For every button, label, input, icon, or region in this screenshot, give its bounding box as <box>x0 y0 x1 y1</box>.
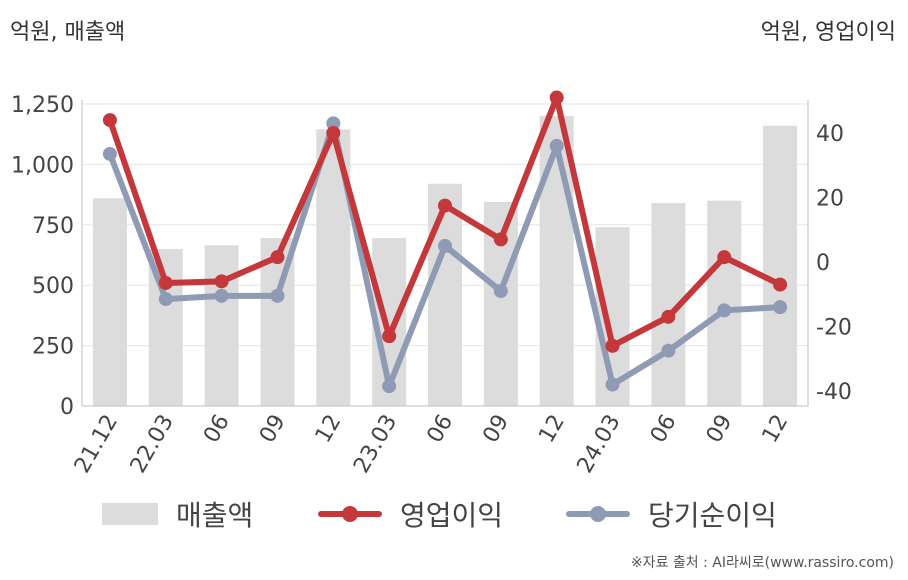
legend-swatch-net <box>566 503 630 525</box>
operating-profit-point <box>661 309 676 324</box>
operating-profit-point <box>717 250 732 265</box>
operating-profit-point <box>270 250 285 265</box>
left-axis-unit: 억원, 매출액 <box>10 20 126 45</box>
operating-profit-point <box>214 274 229 289</box>
x-tick-label: 09 <box>702 411 738 448</box>
legend-swatch-revenue <box>102 503 158 525</box>
operating-profit-point <box>493 232 508 247</box>
x-tick-label: 23.03 <box>349 411 402 478</box>
legend-item-revenue: 매출액 <box>102 492 253 536</box>
right-tick-label: 40 <box>816 122 844 147</box>
net-income-point <box>773 300 788 315</box>
net-income-point <box>214 288 229 303</box>
right-tick-label: -40 <box>816 380 852 405</box>
x-tick-label: 22.03 <box>126 411 179 478</box>
left-tick-label: 500 <box>32 274 74 299</box>
legend-label-revenue: 매출액 <box>176 499 254 532</box>
net-income-point <box>382 379 397 394</box>
left-tick-label: 0 <box>60 395 74 420</box>
legend-item-operating: 영업이익 <box>318 492 503 536</box>
operating-profit-point <box>326 126 341 140</box>
x-tick-label: 09 <box>478 411 514 448</box>
left-tick-label: 750 <box>32 214 74 239</box>
operating-profit-point <box>549 90 564 105</box>
legend-swatch-operating <box>318 503 382 525</box>
legend-label-net: 당기순이익 <box>648 499 777 532</box>
operating-profit-point <box>438 198 452 213</box>
net-income-point <box>717 303 732 318</box>
left-tick-label: 250 <box>32 335 74 360</box>
net-income-point <box>661 343 676 358</box>
legend-label-operating: 영업이익 <box>400 499 504 532</box>
operating-profit-point <box>605 338 620 353</box>
operating-profit-point <box>158 275 173 290</box>
net-income-point <box>438 238 452 253</box>
x-tick-label: 12 <box>311 411 347 448</box>
right-axis-unit: 억원, 영업이익 <box>760 20 896 45</box>
net-income-point <box>102 146 117 161</box>
bar-revenue <box>92 198 127 406</box>
x-tick-label: 06 <box>199 411 235 448</box>
source-note: ※자료 출처 : AI라씨로(www.rassiro.com) <box>630 555 894 571</box>
x-tick-label: 12 <box>758 411 794 448</box>
combo-chart: 0 250 500 750 1,000 1,250 -40 -20 0 20 40 21.12 22.0… <box>11 90 852 478</box>
bar-revenue <box>428 183 462 406</box>
operating-profit-point <box>382 329 397 344</box>
x-tick-label: 24.03 <box>573 411 626 478</box>
net-income-point <box>270 288 285 303</box>
bar-revenue <box>204 245 239 406</box>
x-tick-label: 12 <box>534 411 570 448</box>
net-income-point <box>549 138 564 153</box>
x-tick-label: 09 <box>255 411 291 448</box>
net-income-point <box>493 284 508 299</box>
right-tick-label: 20 <box>816 187 844 212</box>
operating-profit-point <box>773 277 788 292</box>
net-income-point <box>605 377 620 392</box>
net-income-point <box>158 292 173 307</box>
x-tick-label: 06 <box>423 411 459 448</box>
right-tick-label: 0 <box>816 251 830 276</box>
chart-legend: 매출액 영업이익 당기순이익 <box>0 492 908 536</box>
legend-item-net: 당기순이익 <box>566 492 777 536</box>
net-income-point <box>326 116 341 131</box>
operating-profit-point <box>102 113 117 128</box>
bar-revenue <box>539 116 574 406</box>
left-tick-label: 1,000 <box>11 153 74 178</box>
bar-revenue <box>763 125 798 406</box>
left-tick-label: 1,250 <box>11 93 74 118</box>
x-tick-label: 21.12 <box>70 411 123 478</box>
x-tick-label: 06 <box>646 411 682 448</box>
right-tick-label: -20 <box>816 316 852 341</box>
bar-revenue <box>707 200 742 406</box>
